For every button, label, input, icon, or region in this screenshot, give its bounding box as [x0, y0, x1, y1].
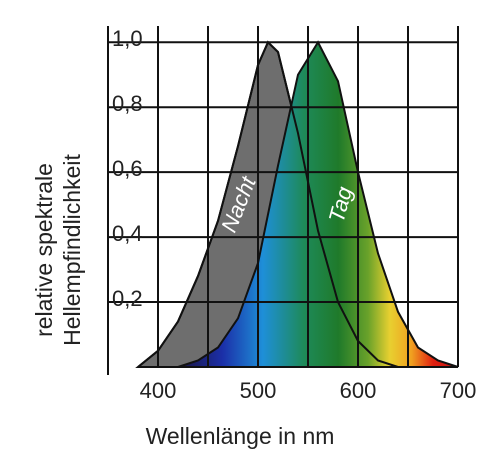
- x-tick-label: 500: [240, 378, 277, 403]
- y-axis-title: Hellempfindlichkeit: [59, 154, 85, 346]
- x-tick-label: 600: [340, 378, 377, 403]
- y-axis-title: relative spektrale: [31, 163, 57, 337]
- x-axis-title: Wellenlänge in nm: [146, 423, 335, 449]
- y-tick-label: 0,4: [112, 221, 143, 246]
- x-tick-label: 400: [140, 378, 177, 403]
- y-tick-label: 0,6: [112, 156, 143, 181]
- y-tick-label: 0,2: [112, 286, 143, 311]
- y-tick-label: 0,8: [112, 91, 143, 116]
- x-tick-label: 700: [440, 378, 477, 403]
- area: [177, 40, 459, 368]
- y-tick-label: 1,0: [112, 26, 143, 51]
